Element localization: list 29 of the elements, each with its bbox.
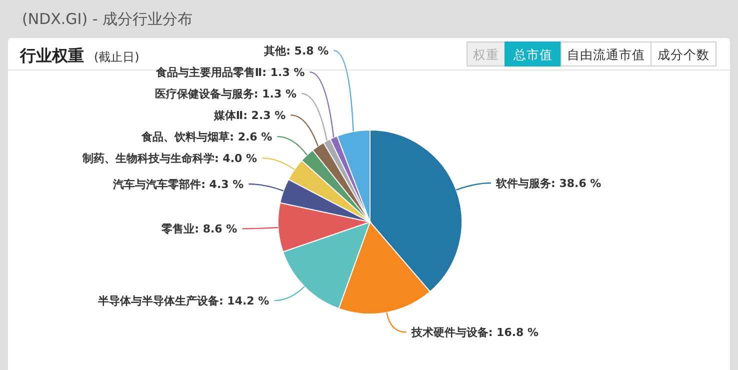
text: 总市值 [512, 47, 552, 62]
text: 成分个数 [658, 47, 710, 62]
slice-label: 半导体与半导体生产设备 [96, 294, 219, 308]
data-label: : 1.3 % [254, 88, 296, 101]
data-label: : 2.6 % [230, 130, 272, 144]
slice-label: 零售业 [160, 222, 195, 236]
data-label: : 4.0 % [214, 152, 258, 166]
data-label: : 1.3 % [262, 66, 305, 80]
data-label: : 4.3 % [201, 178, 244, 191]
text: (截止日) [94, 50, 140, 64]
data-label: : 14.2 % [218, 294, 270, 308]
slice-label: 其他 [263, 44, 288, 58]
slice-label: 技术硬件与设备 [410, 326, 488, 340]
data-label: : 38.6 % [550, 176, 602, 190]
text: 权重 [472, 47, 499, 62]
text: 自由流通市值 [567, 47, 645, 62]
data-label: : 2.3 % [243, 109, 286, 122]
slice-label: 食品与主要用品零售Ⅱ [154, 66, 262, 80]
slice-label: 汽车与汽车零部件 [112, 178, 202, 191]
chart-title: (NDX.GI) - 成分行业分布 [22, 10, 193, 28]
data-label: : 8.6 % [194, 222, 238, 236]
chart-subtitle: 行业权重 [19, 46, 84, 65]
slice-label: 软件与服务 [494, 176, 551, 190]
slice-label: 医疗保健设备与服务 [154, 88, 254, 101]
slice-label: 制药、生物科技与生命科学 [81, 152, 214, 166]
slice-label: 媒体Ⅱ [212, 109, 244, 122]
data-label: : 5.8 % [286, 44, 329, 58]
slice-label: 食品、饮料与烟草 [140, 130, 230, 144]
data-label: : 16.8 % [488, 326, 539, 340]
